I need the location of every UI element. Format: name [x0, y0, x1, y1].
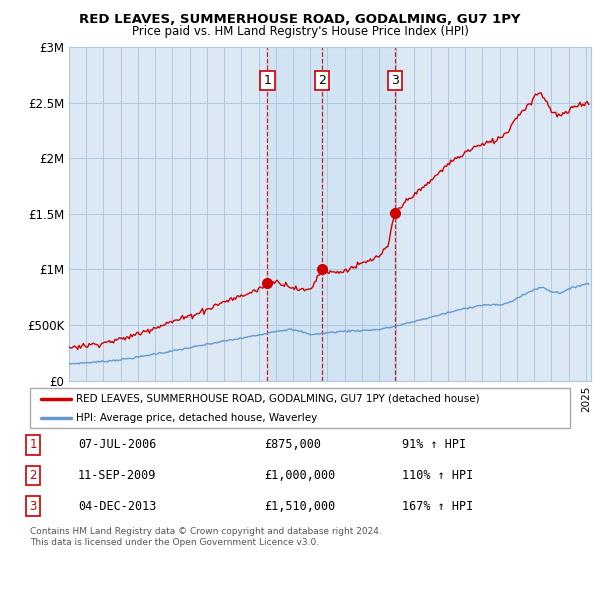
Text: 1: 1: [263, 74, 271, 87]
Bar: [268, 47, 322, 381]
Bar: [322, 47, 395, 381]
Text: 07-JUL-2006: 07-JUL-2006: [78, 438, 157, 451]
Text: Price paid vs. HM Land Registry's House Price Index (HPI): Price paid vs. HM Land Registry's House …: [131, 25, 469, 38]
Text: 1: 1: [29, 438, 37, 451]
Text: 3: 3: [391, 74, 399, 87]
Text: HPI: Average price, detached house, Waverley: HPI: Average price, detached house, Wave…: [76, 413, 317, 422]
Text: £1,000,000: £1,000,000: [264, 469, 335, 482]
Text: 167% ↑ HPI: 167% ↑ HPI: [402, 500, 473, 513]
Text: 11-SEP-2009: 11-SEP-2009: [78, 469, 157, 482]
Text: 91% ↑ HPI: 91% ↑ HPI: [402, 438, 466, 451]
Text: 3: 3: [29, 500, 37, 513]
Text: RED LEAVES, SUMMERHOUSE ROAD, GODALMING, GU7 1PY (detached house): RED LEAVES, SUMMERHOUSE ROAD, GODALMING,…: [76, 394, 479, 404]
Text: RED LEAVES, SUMMERHOUSE ROAD, GODALMING, GU7 1PY: RED LEAVES, SUMMERHOUSE ROAD, GODALMING,…: [79, 13, 521, 26]
Text: 110% ↑ HPI: 110% ↑ HPI: [402, 469, 473, 482]
Text: £1,510,000: £1,510,000: [264, 500, 335, 513]
Text: Contains HM Land Registry data © Crown copyright and database right 2024.
This d: Contains HM Land Registry data © Crown c…: [30, 527, 382, 547]
Text: £875,000: £875,000: [264, 438, 321, 451]
Text: 04-DEC-2013: 04-DEC-2013: [78, 500, 157, 513]
Text: 2: 2: [319, 74, 326, 87]
Text: 2: 2: [29, 469, 37, 482]
